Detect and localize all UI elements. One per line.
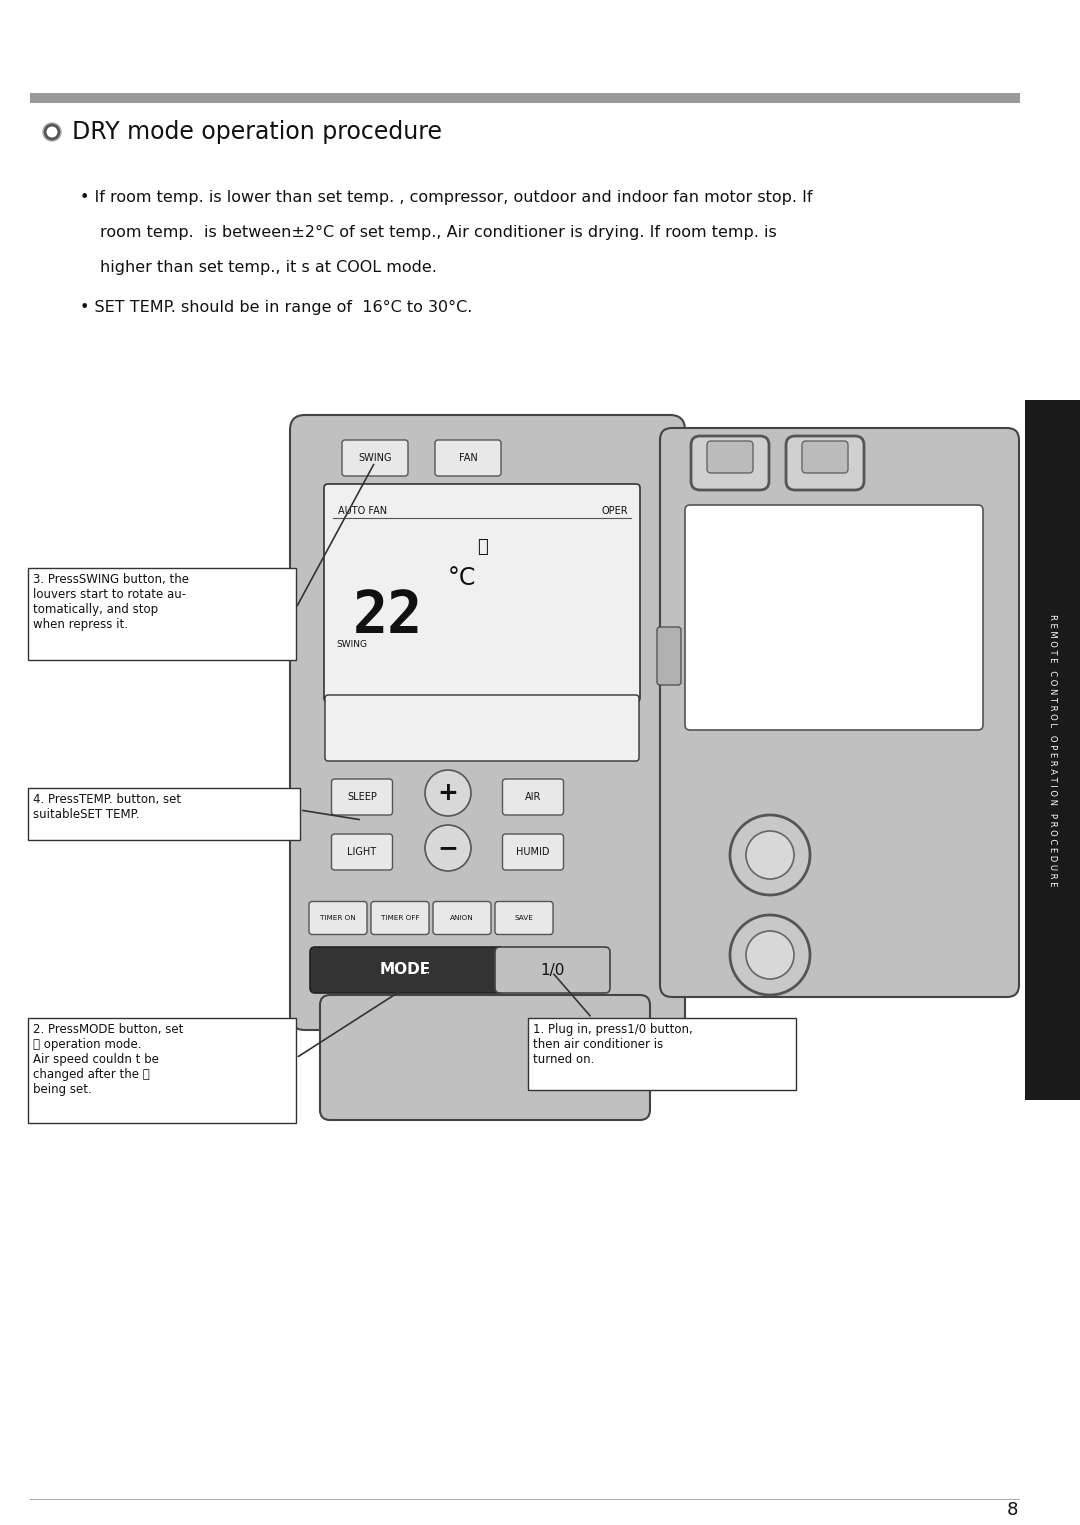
Text: higher than set temp., it s at COOL mode.: higher than set temp., it s at COOL mode… xyxy=(100,259,437,274)
FancyBboxPatch shape xyxy=(320,994,650,1119)
Text: room temp.  is between±2°C of set temp., Air conditioner is drying. If room temp: room temp. is between±2°C of set temp., … xyxy=(100,226,777,239)
Text: 2. PressMODE button, set
⑂ operation mode.
Air speed couldn t be
changed after t: 2. PressMODE button, set ⑂ operation mod… xyxy=(33,1023,184,1096)
FancyBboxPatch shape xyxy=(707,441,753,473)
Text: OPER: OPER xyxy=(602,506,627,515)
FancyBboxPatch shape xyxy=(372,901,429,935)
FancyBboxPatch shape xyxy=(528,1019,796,1090)
Text: HUMID: HUMID xyxy=(516,846,550,857)
Text: TIMER OFF: TIMER OFF xyxy=(381,915,419,921)
FancyBboxPatch shape xyxy=(28,1019,296,1122)
Text: ⑂: ⑂ xyxy=(476,538,487,557)
Text: LIGHT: LIGHT xyxy=(348,846,377,857)
Circle shape xyxy=(46,127,57,137)
FancyBboxPatch shape xyxy=(324,483,640,702)
FancyBboxPatch shape xyxy=(332,834,392,869)
Text: ANION: ANION xyxy=(450,915,474,921)
Bar xyxy=(1025,400,1080,1100)
Circle shape xyxy=(730,814,810,895)
Text: TIMER ON: TIMER ON xyxy=(320,915,356,921)
FancyBboxPatch shape xyxy=(495,901,553,935)
Text: 1/0: 1/0 xyxy=(540,962,564,978)
Circle shape xyxy=(43,124,60,140)
Bar xyxy=(30,93,1020,104)
FancyBboxPatch shape xyxy=(502,779,564,814)
Circle shape xyxy=(746,831,794,878)
FancyBboxPatch shape xyxy=(433,901,491,935)
Circle shape xyxy=(426,770,471,816)
FancyBboxPatch shape xyxy=(691,436,769,490)
Text: 3. PressSWING button, the
louvers start to rotate au-
tomatically, and stop
when: 3. PressSWING button, the louvers start … xyxy=(33,573,189,631)
Text: 8: 8 xyxy=(1007,1501,1017,1519)
FancyBboxPatch shape xyxy=(802,441,848,473)
Text: • SET TEMP. should be in range of  16°C to 30°C.: • SET TEMP. should be in range of 16°C t… xyxy=(80,300,472,316)
FancyBboxPatch shape xyxy=(660,429,1020,997)
FancyBboxPatch shape xyxy=(657,627,681,685)
Text: MODE: MODE xyxy=(379,962,431,978)
Text: R E M O T E   C O N T R O L   O P E R A T I O N   P R O C E D U R E: R E M O T E C O N T R O L O P E R A T I … xyxy=(1048,613,1057,886)
Text: 1. Plug in, press1/0 button,
then air conditioner is
turned on.: 1. Plug in, press1/0 button, then air co… xyxy=(534,1023,692,1066)
Text: °C: °C xyxy=(448,566,476,590)
Text: 22: 22 xyxy=(353,589,423,645)
FancyBboxPatch shape xyxy=(291,415,685,1029)
FancyBboxPatch shape xyxy=(332,779,392,814)
FancyBboxPatch shape xyxy=(342,441,408,476)
FancyBboxPatch shape xyxy=(502,834,564,869)
FancyBboxPatch shape xyxy=(309,901,367,935)
Text: DRY mode operation procedure: DRY mode operation procedure xyxy=(72,120,442,143)
Text: 4. PressTEMP. button, set
suitableSET TEMP.: 4. PressTEMP. button, set suitableSET TE… xyxy=(33,793,181,820)
Text: −: − xyxy=(437,836,459,860)
Text: • If room temp. is lower than set temp. , compressor, outdoor and indoor fan mot: • If room temp. is lower than set temp. … xyxy=(80,191,812,204)
FancyBboxPatch shape xyxy=(685,505,983,730)
FancyBboxPatch shape xyxy=(786,436,864,490)
FancyBboxPatch shape xyxy=(28,567,296,660)
FancyBboxPatch shape xyxy=(310,947,505,993)
Text: AIR: AIR xyxy=(525,791,541,802)
FancyBboxPatch shape xyxy=(435,441,501,476)
Circle shape xyxy=(730,915,810,994)
Text: FAN: FAN xyxy=(459,453,477,464)
Text: SAVE: SAVE xyxy=(514,915,534,921)
Text: SLEEP: SLEEP xyxy=(347,791,377,802)
Text: +: + xyxy=(437,781,458,805)
Text: SWING: SWING xyxy=(336,640,367,650)
Circle shape xyxy=(746,930,794,979)
FancyBboxPatch shape xyxy=(325,695,639,761)
FancyBboxPatch shape xyxy=(495,947,610,993)
Text: AUTO FAN: AUTO FAN xyxy=(338,506,387,515)
Text: SWING: SWING xyxy=(359,453,392,464)
Circle shape xyxy=(426,825,471,871)
FancyBboxPatch shape xyxy=(28,788,300,840)
